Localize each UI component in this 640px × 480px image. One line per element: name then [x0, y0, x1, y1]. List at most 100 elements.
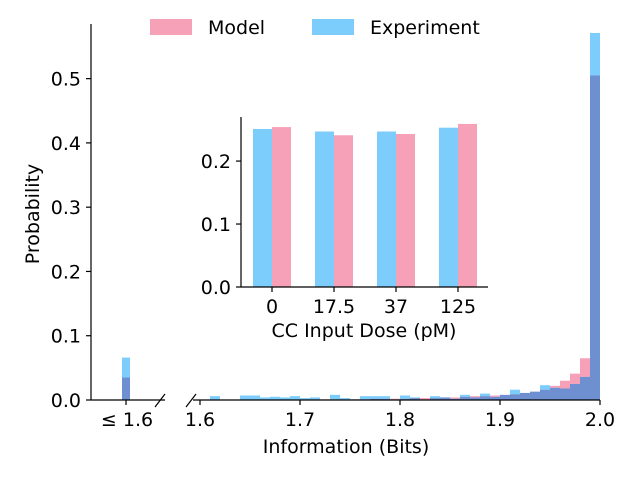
histogram-bar [240, 395, 250, 400]
inset-bar-model [458, 123, 477, 287]
histogram-bar [250, 395, 260, 400]
axis-break-mark-left [154, 393, 166, 408]
inset-y-tick-label: 0.0 [201, 277, 231, 299]
histogram-bar-overlap [490, 396, 500, 400]
histogram-bar [260, 397, 270, 400]
histogram-bar [360, 396, 370, 400]
legend-swatch-experiment [312, 19, 354, 35]
histogram-bar-overlap [470, 397, 480, 400]
legend-label-experiment: Experiment [370, 17, 480, 39]
main-histogram-bars [210, 32, 600, 401]
inset-chart: 0.0 0.1 0.2 0 17.5 37 125 CC Input Dose (pM) [201, 117, 488, 342]
axis-break-mark-right [185, 393, 197, 408]
histogram-bar-overlap [430, 398, 440, 400]
histogram-bar [390, 398, 400, 400]
histogram-bar-overlap [580, 376, 590, 400]
histogram-bar-overlap [370, 398, 380, 400]
main-x-tick-label: 1.6 [185, 409, 215, 431]
histogram-bar [430, 396, 440, 399]
histogram-bar-overlap [550, 387, 560, 400]
main-x-ticks: ≤ 1.6 1.6 1.7 1.8 1.9 2.0 [101, 400, 615, 431]
inset-x-axis-label: CC Input Dose (pM) [272, 320, 457, 342]
main-axes [90, 24, 600, 408]
histogram-bar [370, 396, 380, 399]
inset-y-tick-label: 0.1 [201, 214, 231, 236]
main-y-tick-label: 0.2 [51, 261, 81, 283]
main-y-tick-label: 0.3 [51, 197, 81, 219]
inset-x-tick-label: 0 [266, 296, 278, 318]
histogram-bar-overlap [530, 391, 540, 400]
histogram-bar-overlap [590, 75, 600, 401]
inset-bar-model [396, 134, 415, 287]
low-bin-bars [122, 357, 130, 400]
histogram-bar [400, 395, 410, 399]
histogram-bar [510, 389, 520, 395]
histogram-bar-overlap [570, 383, 580, 400]
inset-bars [253, 123, 477, 288]
main-y-tick-label: 0.1 [51, 326, 81, 348]
histogram-bar [122, 357, 130, 378]
legend-label-model: Model [208, 17, 265, 39]
inset-x-tick-label: 17.5 [313, 296, 355, 318]
histogram-bar [590, 32, 600, 76]
histogram-bar [420, 398, 430, 400]
histogram-bar-overlap [560, 388, 570, 400]
main-y-tick-label: 0.4 [51, 133, 81, 155]
inset-x-ticks: 0 17.5 37 125 [266, 287, 476, 318]
histogram-bar-overlap [380, 398, 390, 400]
inset-bar-experiment [315, 131, 334, 287]
histogram-bar [560, 380, 570, 389]
histogram-bar [290, 396, 300, 400]
histogram-bar [450, 397, 460, 399]
histogram-bar [330, 394, 340, 400]
histogram-bar-overlap [510, 394, 520, 400]
histogram-bar-overlap [450, 398, 460, 400]
histogram-bar [490, 395, 500, 397]
main-y-ticks: 0.0 0.1 0.2 0.3 0.4 0.5 [51, 69, 91, 412]
histogram-bar-overlap [460, 396, 470, 400]
inset-x-tick-label: 37 [384, 296, 408, 318]
inset-bar-experiment [377, 131, 396, 287]
histogram-bar [570, 373, 580, 384]
inset-bar-model [272, 127, 291, 288]
inset-y-tick-label: 0.2 [201, 151, 231, 173]
histogram-bar-overlap [540, 389, 550, 400]
histogram-bar-overlap [122, 377, 130, 400]
main-x-axis-label: Information (Bits) [263, 436, 430, 458]
histogram-bar [540, 385, 550, 390]
inset-y-ticks: 0.0 0.1 0.2 [201, 151, 241, 299]
break-x-tick-label: ≤ 1.6 [101, 409, 153, 431]
main-y-tick-label: 0.0 [51, 390, 81, 412]
main-x-tick-label: 1.7 [285, 409, 315, 431]
legend-swatch-model [150, 19, 192, 35]
histogram-bar [300, 398, 310, 400]
histogram-bar [470, 396, 480, 398]
histogram-bar-overlap [520, 392, 530, 400]
main-x-tick-label: 1.9 [485, 409, 515, 431]
histogram-bar [550, 385, 560, 388]
histogram-bar-overlap [440, 397, 450, 400]
histogram-bar [460, 394, 470, 397]
legend: Model Experiment [150, 17, 480, 39]
inset-x-tick-label: 125 [440, 296, 476, 318]
inset-bar-model [334, 135, 353, 287]
histogram-bar [270, 396, 280, 400]
main-y-axis-label: Probability [22, 164, 44, 264]
histogram-bar [310, 397, 320, 400]
histogram-bar [340, 398, 350, 400]
histogram-bar-overlap [480, 396, 490, 400]
histogram-bar [410, 397, 420, 399]
histogram-bar [210, 396, 220, 400]
histogram-bar [480, 393, 490, 397]
histogram-bar-overlap [400, 398, 410, 400]
histogram-bar [580, 358, 590, 377]
main-x-tick-label: 2.0 [585, 409, 615, 431]
main-y-tick-label: 0.5 [51, 69, 81, 91]
histogram-bar [280, 397, 290, 400]
histogram-bar-overlap [410, 398, 420, 400]
histogram-bar-overlap [500, 394, 510, 400]
inset-bar-experiment [253, 128, 272, 287]
histogram-bar [380, 396, 390, 399]
main-x-tick-label: 1.8 [385, 409, 415, 431]
